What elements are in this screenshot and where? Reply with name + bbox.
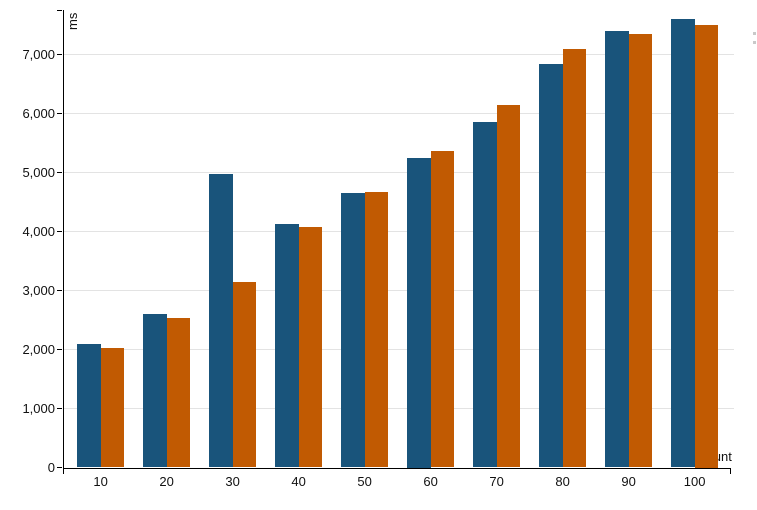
x-tick-label: 70 — [489, 473, 504, 489]
bar-orange — [100, 347, 125, 468]
gridline — [62, 172, 734, 173]
bar-orange — [232, 282, 257, 468]
bar-orange — [364, 191, 389, 468]
bar-blue — [142, 314, 167, 468]
gridline — [62, 113, 734, 114]
x-tick-label: 100 — [683, 473, 706, 489]
gridline — [62, 54, 734, 55]
bar-blue — [208, 174, 233, 468]
y-tick-mark — [57, 349, 62, 350]
bar-orange — [694, 25, 719, 468]
bar-orange — [628, 33, 653, 468]
bar-blue — [76, 343, 101, 468]
x-tick-label: 80 — [555, 473, 570, 489]
y-tick-label: 5,000 — [22, 164, 55, 180]
bar-orange — [430, 150, 455, 468]
x-tick-label: 50 — [357, 473, 372, 489]
bar-blue — [670, 19, 695, 468]
y-tick-label: 7,000 — [22, 46, 55, 62]
bar-orange — [562, 49, 587, 468]
bar-blue — [274, 223, 299, 468]
x-tick-label: 60 — [423, 473, 438, 489]
gridline — [62, 290, 734, 291]
bar-blue — [340, 192, 365, 468]
x-axis-end-cap — [730, 467, 731, 474]
clipped-edge-mark — [753, 32, 756, 35]
y-axis-title: ms — [65, 12, 80, 30]
x-tick-label: 30 — [225, 473, 240, 489]
bar-orange — [166, 317, 191, 468]
x-tick-label: 10 — [93, 473, 108, 489]
y-tick-mark — [57, 290, 62, 291]
x-tick-label: 90 — [621, 473, 636, 489]
bar-orange — [496, 105, 521, 468]
y-tick-mark — [57, 231, 62, 232]
y-axis-line — [62, 10, 64, 469]
y-tick-label: 2,000 — [22, 341, 55, 357]
gridline — [62, 349, 734, 350]
y-axis-end-cap — [57, 9, 62, 11]
x-axis-end-cap — [62, 467, 64, 474]
y-tick-label: 0 — [47, 459, 55, 475]
y-tick-mark — [57, 113, 62, 114]
y-tick-mark — [57, 467, 62, 468]
bar-blue — [406, 157, 431, 468]
y-tick-mark — [57, 408, 62, 409]
bar-orange — [298, 227, 323, 468]
gridline — [62, 231, 734, 232]
y-tick-label: 3,000 — [22, 282, 55, 298]
x-tick-label: 40 — [291, 473, 306, 489]
x-axis-line — [62, 467, 731, 469]
clipped-edge-mark — [753, 41, 756, 44]
y-tick-label: 6,000 — [22, 105, 55, 121]
bar-blue — [604, 30, 629, 468]
y-tick-mark — [57, 172, 62, 173]
bar-blue — [472, 121, 497, 468]
bar-blue — [538, 63, 563, 468]
y-tick-label: 1,000 — [22, 400, 55, 416]
y-tick-label: 4,000 — [22, 223, 55, 239]
gridline — [62, 408, 734, 409]
x-tick-label: 20 — [159, 473, 174, 489]
y-tick-mark — [57, 54, 62, 55]
